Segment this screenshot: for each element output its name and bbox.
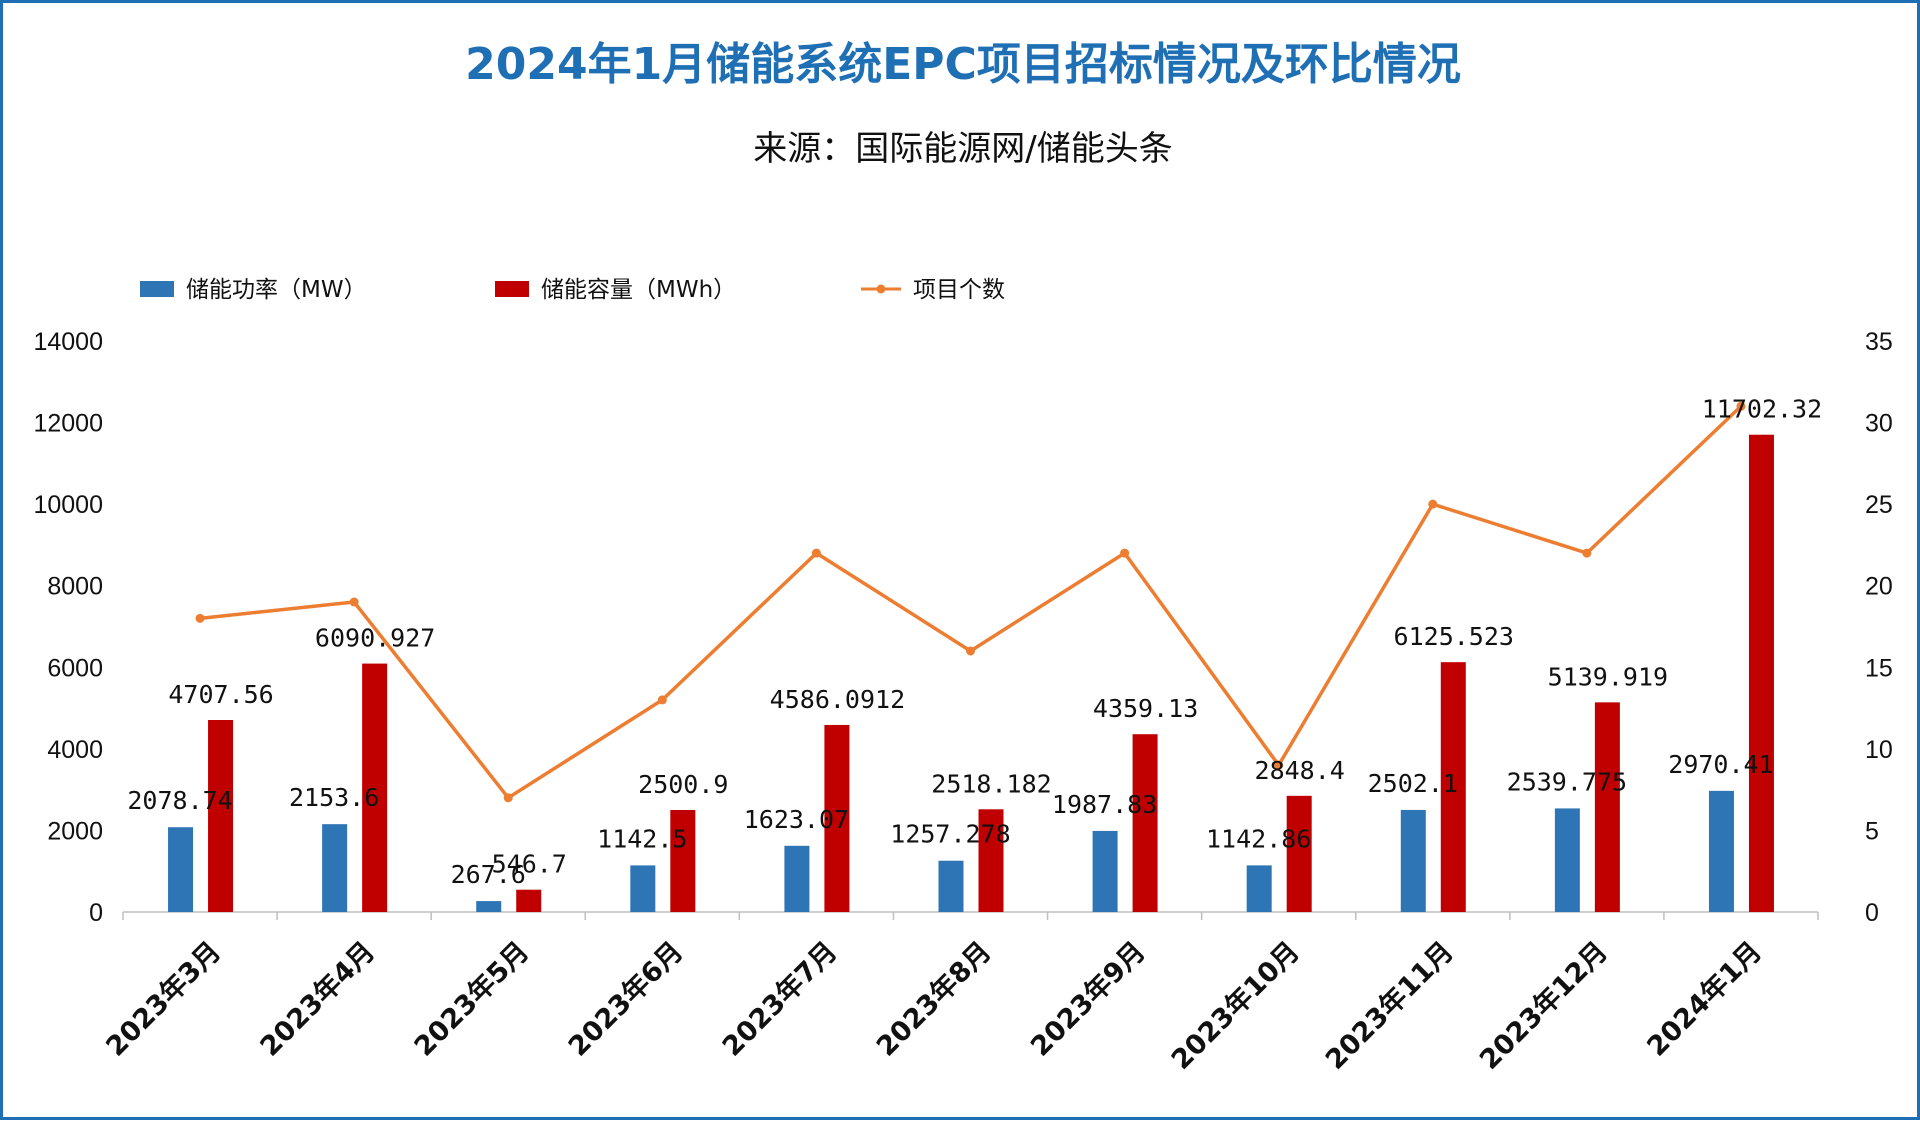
x-tick-label: 2023年4月 <box>254 935 381 1062</box>
y-right-tick-label: 30 <box>1865 410 1893 438</box>
bar-power <box>1092 830 1118 912</box>
y-left-tick-label: 8000 <box>47 573 103 601</box>
x-tick-label: 2023年9月 <box>1024 935 1151 1062</box>
power-data-label: 2502.1 <box>1368 769 1458 798</box>
bar-power <box>1554 808 1580 912</box>
y-left-tick-label: 14000 <box>33 328 103 356</box>
project-count-point <box>349 597 359 607</box>
legend-label: 项目个数 <box>913 277 1005 303</box>
bar-power <box>476 901 502 912</box>
capacity-data-label: 4359.13 <box>1093 694 1198 723</box>
power-data-label: 2153.6 <box>289 783 379 812</box>
power-data-label: 1142.86 <box>1206 824 1311 853</box>
y-right-tick-label: 15 <box>1865 654 1893 682</box>
legend-label: 储能容量（MWh） <box>541 277 736 303</box>
legend-label: 储能功率（MW） <box>186 277 367 303</box>
bar-capacity <box>1748 434 1774 912</box>
capacity-data-label: 2500.9 <box>638 770 728 799</box>
capacity-data-label: 2848.4 <box>1255 756 1345 785</box>
bar-power <box>784 845 810 912</box>
power-data-label: 2970.41 <box>1668 750 1773 779</box>
x-tick-label: 2024年1月 <box>1641 935 1768 1062</box>
bar-capacity <box>1594 702 1620 912</box>
bar-capacity <box>824 724 850 912</box>
y-right-tick-label: 25 <box>1865 491 1893 519</box>
y-left-tick-label: 10000 <box>33 491 103 519</box>
y-right-tick-label: 35 <box>1865 328 1893 356</box>
capacity-data-label: 4586.0912 <box>770 685 905 714</box>
capacity-data-label: 5139.919 <box>1548 662 1668 691</box>
capacity-data-label: 546.7 <box>492 850 567 879</box>
chart-svg: 2024年1月储能系统EPC项目招标情况及环比情况 来源：国际能源网/储能头条 … <box>33 39 1892 1076</box>
x-tick-label: 2023年3月 <box>100 935 227 1062</box>
y-right-tick-label: 20 <box>1865 573 1893 601</box>
project-count-point <box>1428 499 1438 509</box>
legend-swatch <box>140 281 174 297</box>
project-count-point <box>1582 548 1592 558</box>
line-series <box>195 401 1746 803</box>
bar-power <box>322 824 348 912</box>
x-tick-label: 2023年12月 <box>1473 935 1614 1076</box>
capacity-data-label: 6125.523 <box>1394 622 1514 651</box>
bar-capacity <box>1440 662 1466 912</box>
project-count-point <box>195 613 205 623</box>
bar-capacity <box>670 809 696 912</box>
power-data-label: 1987.83 <box>1052 790 1157 819</box>
bar-power <box>1400 809 1426 912</box>
x-tick-label: 2023年6月 <box>562 935 689 1062</box>
project-count-point <box>1736 401 1746 411</box>
x-tick-label: 2023年5月 <box>408 935 535 1062</box>
bar-power <box>630 865 656 912</box>
bar-power <box>1246 865 1272 912</box>
bar-capacity <box>1286 795 1312 912</box>
bar-capacity <box>362 663 388 912</box>
project-count-point <box>966 646 975 656</box>
bar-power <box>168 827 194 912</box>
bar-capacity <box>516 889 542 912</box>
x-tick-label: 2023年8月 <box>870 935 997 1062</box>
project-count-point <box>1120 548 1130 558</box>
y-left-tick-label: 2000 <box>47 817 103 845</box>
axes: 0 2000 4000 6000 8000 10000 12000 14000 0 5 10 15 20… <box>33 328 1892 1076</box>
power-data-label: 1142.5 <box>597 824 687 853</box>
legend-swatch <box>495 281 529 297</box>
bar-power <box>1708 790 1734 912</box>
power-data-label: 267.6 <box>451 860 526 889</box>
y-left-tick-label: 0 <box>89 899 103 927</box>
y-right-tick-label: 10 <box>1865 736 1893 764</box>
project-count-point <box>503 793 513 803</box>
bar-capacity <box>978 809 1004 912</box>
bar-capacity <box>1132 734 1158 912</box>
power-data-label: 2539.775 <box>1507 767 1627 796</box>
y-left-tick-label: 6000 <box>47 654 103 682</box>
y-right-tick-label: 5 <box>1865 817 1879 845</box>
bars <box>168 434 1774 912</box>
power-data-label: 1257.278 <box>890 820 1010 849</box>
capacity-data-label: 2518.182 <box>931 769 1051 798</box>
chart-title: 2024年1月储能系统EPC项目招标情况及环比情况 <box>465 39 1461 90</box>
power-data-label: 2078.74 <box>127 786 232 815</box>
x-tick-label: 2023年11月 <box>1319 935 1460 1076</box>
capacity-data-label: 6090.927 <box>315 624 435 653</box>
bar-power <box>938 860 964 912</box>
capacity-data-label: 4707.56 <box>168 680 273 709</box>
project-count-point <box>811 548 821 558</box>
project-count-line <box>199 404 1743 800</box>
chart-subtitle: 来源：国际能源网/储能头条 <box>753 129 1172 169</box>
y-right-tick-label: 0 <box>1865 899 1879 927</box>
project-count-point <box>1274 760 1284 770</box>
legend: 储能功率（MW） 储能容量（MWh） 项目个数 <box>140 277 1005 303</box>
y-left-tick-label: 12000 <box>33 410 103 438</box>
x-tick-label: 2023年7月 <box>716 935 843 1062</box>
capacity-data-label: 11702.32 <box>1702 395 1822 424</box>
project-count-point <box>657 695 667 705</box>
legend-marker <box>876 284 886 294</box>
bar-capacity <box>208 719 234 912</box>
power-data-label: 1623.07 <box>744 805 849 834</box>
y-left-tick-label: 4000 <box>47 736 103 764</box>
x-tick-label: 2023年10月 <box>1165 935 1306 1076</box>
